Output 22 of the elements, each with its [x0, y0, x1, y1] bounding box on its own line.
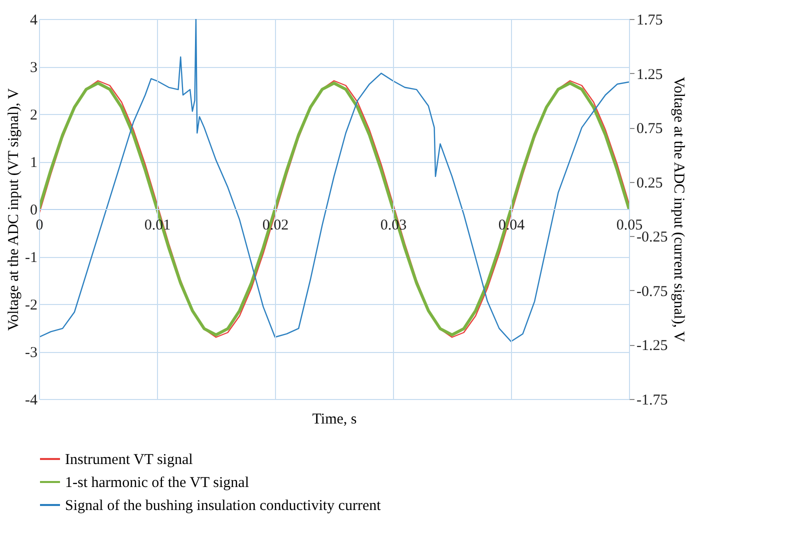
y-tick-label: -4 — [25, 392, 38, 408]
y2-tick-label: -1.25 — [636, 338, 668, 354]
y2-axis-title: Voltage at the ADC input (current signal), V — [670, 76, 687, 342]
y2-tick-label: 0.25 — [636, 175, 663, 192]
y-tick-label: 2 — [30, 108, 38, 124]
y-tick-label: -2 — [25, 298, 38, 314]
legend-label: Instrument VT signal — [65, 452, 193, 468]
y-tick-label: 4 — [30, 12, 38, 28]
y-tick-label: 0 — [30, 202, 38, 218]
y2-tick-label: 1.75 — [636, 12, 663, 28]
y-tick-label: 1 — [30, 155, 38, 171]
y-tick-label: 3 — [30, 60, 38, 76]
y2-tick-label: 0.75 — [636, 121, 663, 138]
legend-label: 1-st harmonic of the VT signal — [65, 475, 249, 491]
y2-tick-label: 1.25 — [636, 66, 663, 83]
legend-label: Signal of the bushing insulation conductivity current — [65, 498, 382, 514]
y2-tick-label: -0.75 — [636, 284, 668, 300]
y-tick-label: -3 — [25, 345, 38, 361]
y-tick-label: -1 — [25, 250, 38, 266]
y-axis-title: Voltage at the ADC input (VT signal), V — [6, 88, 22, 331]
y2-tick-label: -1.75 — [636, 392, 668, 408]
x-axis-title: Time, s — [312, 412, 357, 428]
